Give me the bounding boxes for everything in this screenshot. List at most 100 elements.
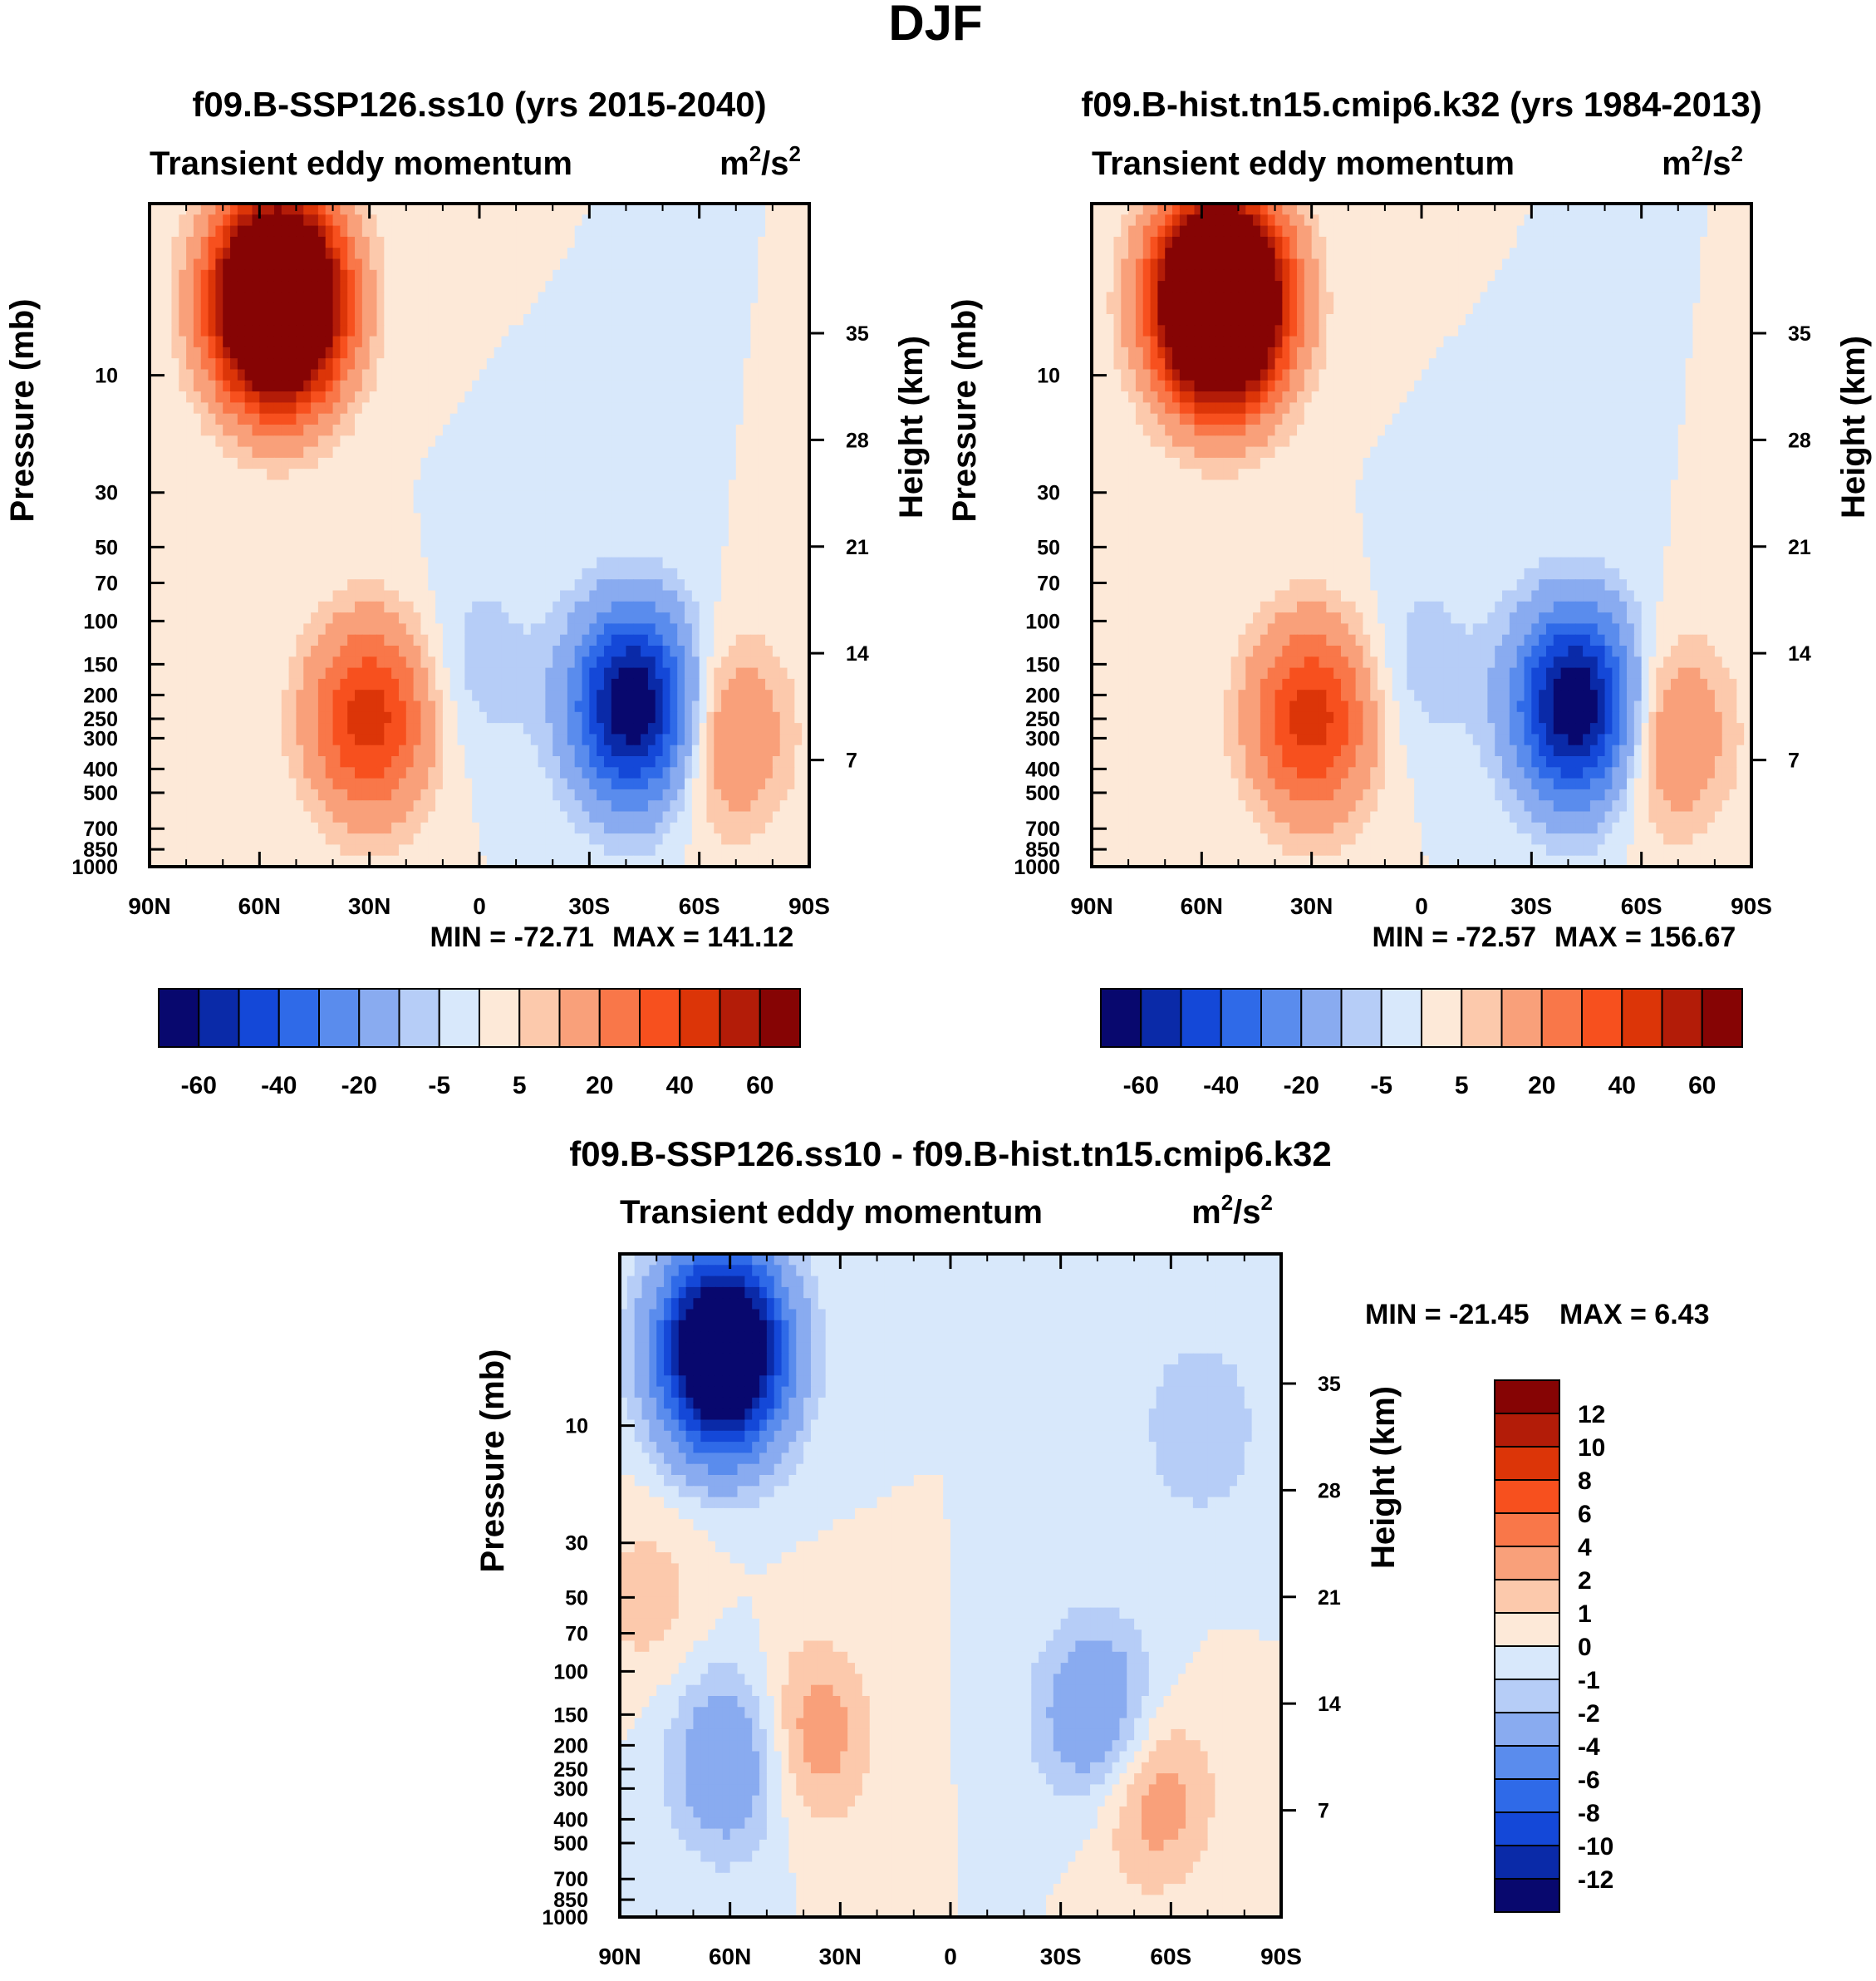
heatmap-cell bbox=[611, 258, 620, 271]
heatmap-cell bbox=[743, 734, 752, 746]
heatmap-cell bbox=[589, 502, 597, 514]
heatmap-cell bbox=[413, 347, 422, 359]
heatmap-cell bbox=[405, 646, 415, 657]
heatmap-cell bbox=[311, 325, 319, 337]
heatmap-cell bbox=[442, 546, 451, 558]
heatmap-cell bbox=[479, 789, 488, 801]
heatmap-cell bbox=[545, 623, 553, 636]
heatmap-cell bbox=[156, 490, 165, 503]
heatmap-cell bbox=[538, 579, 546, 592]
heatmap-cell bbox=[787, 457, 795, 469]
heatmap-cell bbox=[743, 711, 752, 724]
heatmap-cell bbox=[750, 391, 759, 403]
heatmap-cell bbox=[391, 601, 400, 613]
heatmap-cell bbox=[193, 314, 202, 326]
heatmap-cell bbox=[779, 358, 788, 371]
heatmap-cell bbox=[171, 524, 179, 536]
heatmap-cell bbox=[405, 314, 415, 326]
heatmap-cell bbox=[413, 248, 422, 260]
heatmap-cell bbox=[633, 204, 641, 215]
heatmap-cell bbox=[486, 358, 495, 371]
heatmap-cell bbox=[340, 225, 348, 238]
heatmap-cell bbox=[603, 248, 612, 260]
heatmap-cell bbox=[567, 568, 576, 580]
heatmap-cell bbox=[376, 281, 385, 292]
heatmap-cell bbox=[765, 479, 773, 492]
heatmap-cell bbox=[794, 402, 803, 415]
heatmap-cell bbox=[164, 678, 173, 691]
heatmap-cell bbox=[670, 700, 678, 713]
heatmap-cell bbox=[765, 490, 773, 503]
heatmap-cell bbox=[288, 369, 297, 381]
heatmap-cell bbox=[208, 690, 216, 702]
heatmap-cell bbox=[772, 425, 781, 436]
heatmap-cell bbox=[501, 204, 509, 215]
heatmap-cell bbox=[464, 546, 473, 558]
heatmap-cell bbox=[779, 236, 788, 248]
heatmap-cell bbox=[449, 811, 459, 823]
heatmap-cell bbox=[355, 325, 363, 337]
heatmap-cell bbox=[516, 734, 524, 746]
heatmap-cell bbox=[802, 214, 810, 227]
heatmap-cell bbox=[691, 391, 700, 403]
heatmap-cell bbox=[479, 469, 488, 481]
heatmap-cell bbox=[560, 446, 568, 459]
heatmap-cell bbox=[794, 314, 803, 326]
heatmap-cell bbox=[156, 756, 165, 768]
heatmap-cell bbox=[186, 656, 194, 669]
heatmap-cell bbox=[200, 479, 209, 492]
heatmap-cell bbox=[597, 490, 605, 503]
heatmap-cell bbox=[516, 789, 524, 801]
heatmap-cell bbox=[413, 601, 422, 613]
heatmap-cell bbox=[552, 425, 561, 436]
heatmap-cell bbox=[347, 623, 356, 636]
heatmap-cell bbox=[223, 369, 231, 381]
heatmap-cell bbox=[150, 634, 158, 646]
heatmap-cell bbox=[560, 634, 568, 646]
heatmap-cell bbox=[449, 667, 459, 680]
heatmap-cell bbox=[802, 678, 810, 691]
heatmap-cell bbox=[281, 302, 290, 315]
heatmap-cell bbox=[721, 281, 729, 292]
heatmap-cell bbox=[603, 546, 612, 558]
heatmap-cell bbox=[150, 204, 158, 215]
heatmap-cell bbox=[332, 380, 341, 392]
heatmap-cell bbox=[355, 535, 363, 547]
heatmap-cell bbox=[574, 336, 583, 348]
heatmap-cell bbox=[494, 745, 503, 757]
heatmap-cell bbox=[200, 568, 209, 580]
heatmap-cell bbox=[384, 347, 392, 359]
heatmap-cell bbox=[164, 402, 173, 415]
heatmap-cell bbox=[420, 579, 429, 592]
heatmap-cell bbox=[758, 723, 766, 735]
heatmap-cell bbox=[317, 734, 327, 746]
heatmap-cell bbox=[735, 358, 744, 371]
heatmap-cell bbox=[714, 204, 722, 215]
heatmap-cell bbox=[567, 402, 576, 415]
heatmap-cell bbox=[164, 634, 173, 646]
heatmap-cell bbox=[662, 690, 670, 702]
heatmap-cell bbox=[464, 535, 473, 547]
heatmap-cell bbox=[311, 723, 319, 735]
heatmap-cell bbox=[391, 678, 400, 691]
heatmap-cell bbox=[772, 590, 781, 602]
heatmap-cell bbox=[376, 236, 385, 248]
heatmap-cell bbox=[721, 756, 729, 768]
heatmap-cell bbox=[311, 425, 319, 436]
heatmap-cell bbox=[252, 347, 260, 359]
heatmap-cell bbox=[626, 236, 634, 248]
heatmap-cell bbox=[171, 479, 179, 492]
heatmap-cell bbox=[449, 502, 459, 514]
heatmap-cell bbox=[589, 700, 597, 713]
heatmap-cell bbox=[230, 214, 238, 227]
heatmap-cell bbox=[567, 269, 576, 282]
heatmap-cell bbox=[171, 225, 179, 238]
heatmap-cell bbox=[428, 347, 436, 359]
heatmap-cell bbox=[156, 358, 165, 371]
heatmap-cell bbox=[530, 258, 539, 271]
heatmap-cell bbox=[662, 800, 670, 813]
heatmap-cell bbox=[376, 347, 385, 359]
heatmap-cell bbox=[267, 579, 275, 592]
heatmap-cell bbox=[567, 723, 576, 735]
heatmap-cell bbox=[361, 435, 371, 448]
